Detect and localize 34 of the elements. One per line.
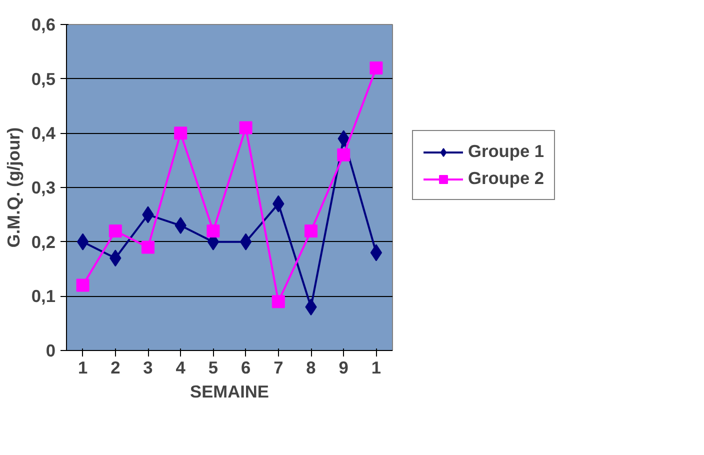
y-tick-label: 0 [46, 340, 56, 360]
x-tick-label: 6 [240, 358, 251, 378]
point [206, 224, 220, 238]
y-tick-label: 0,2 [31, 232, 56, 252]
point [240, 233, 252, 250]
y-tick-label: 0,3 [31, 178, 56, 198]
y-axis-title: G.M.Q. (g/jour) [3, 127, 24, 248]
point [272, 295, 285, 308]
x-tick-label: 1 [78, 358, 88, 378]
x-axis-title: SEMAINE [190, 382, 269, 402]
x-tick-label: 4 [176, 358, 186, 378]
point [239, 121, 252, 134]
point [304, 224, 318, 238]
point [370, 244, 382, 262]
x-tick-label: 8 [306, 358, 316, 378]
y-tick-label: 0,5 [31, 68, 56, 89]
x-tick-label: 9 [338, 358, 348, 378]
point [76, 233, 89, 250]
point [370, 61, 383, 74]
y-tick-label: 0,6 [31, 14, 56, 34]
y-tick-label: 0,1 [31, 286, 56, 306]
x-tick-label: 7 [274, 358, 284, 378]
x-tick-label: 1 [371, 358, 382, 378]
point [76, 278, 90, 292]
point [142, 240, 154, 254]
point [174, 126, 188, 140]
point [337, 148, 350, 162]
x-tick-label: 2 [110, 358, 120, 378]
point [108, 224, 122, 238]
x-tick-label: 5 [208, 358, 218, 378]
x-tick-label: 3 [143, 358, 154, 378]
legend-label: Groupe 2 [468, 168, 544, 189]
legend-label: Groupe 1 [468, 141, 544, 162]
y-tick-label: 0,4 [31, 123, 56, 144]
